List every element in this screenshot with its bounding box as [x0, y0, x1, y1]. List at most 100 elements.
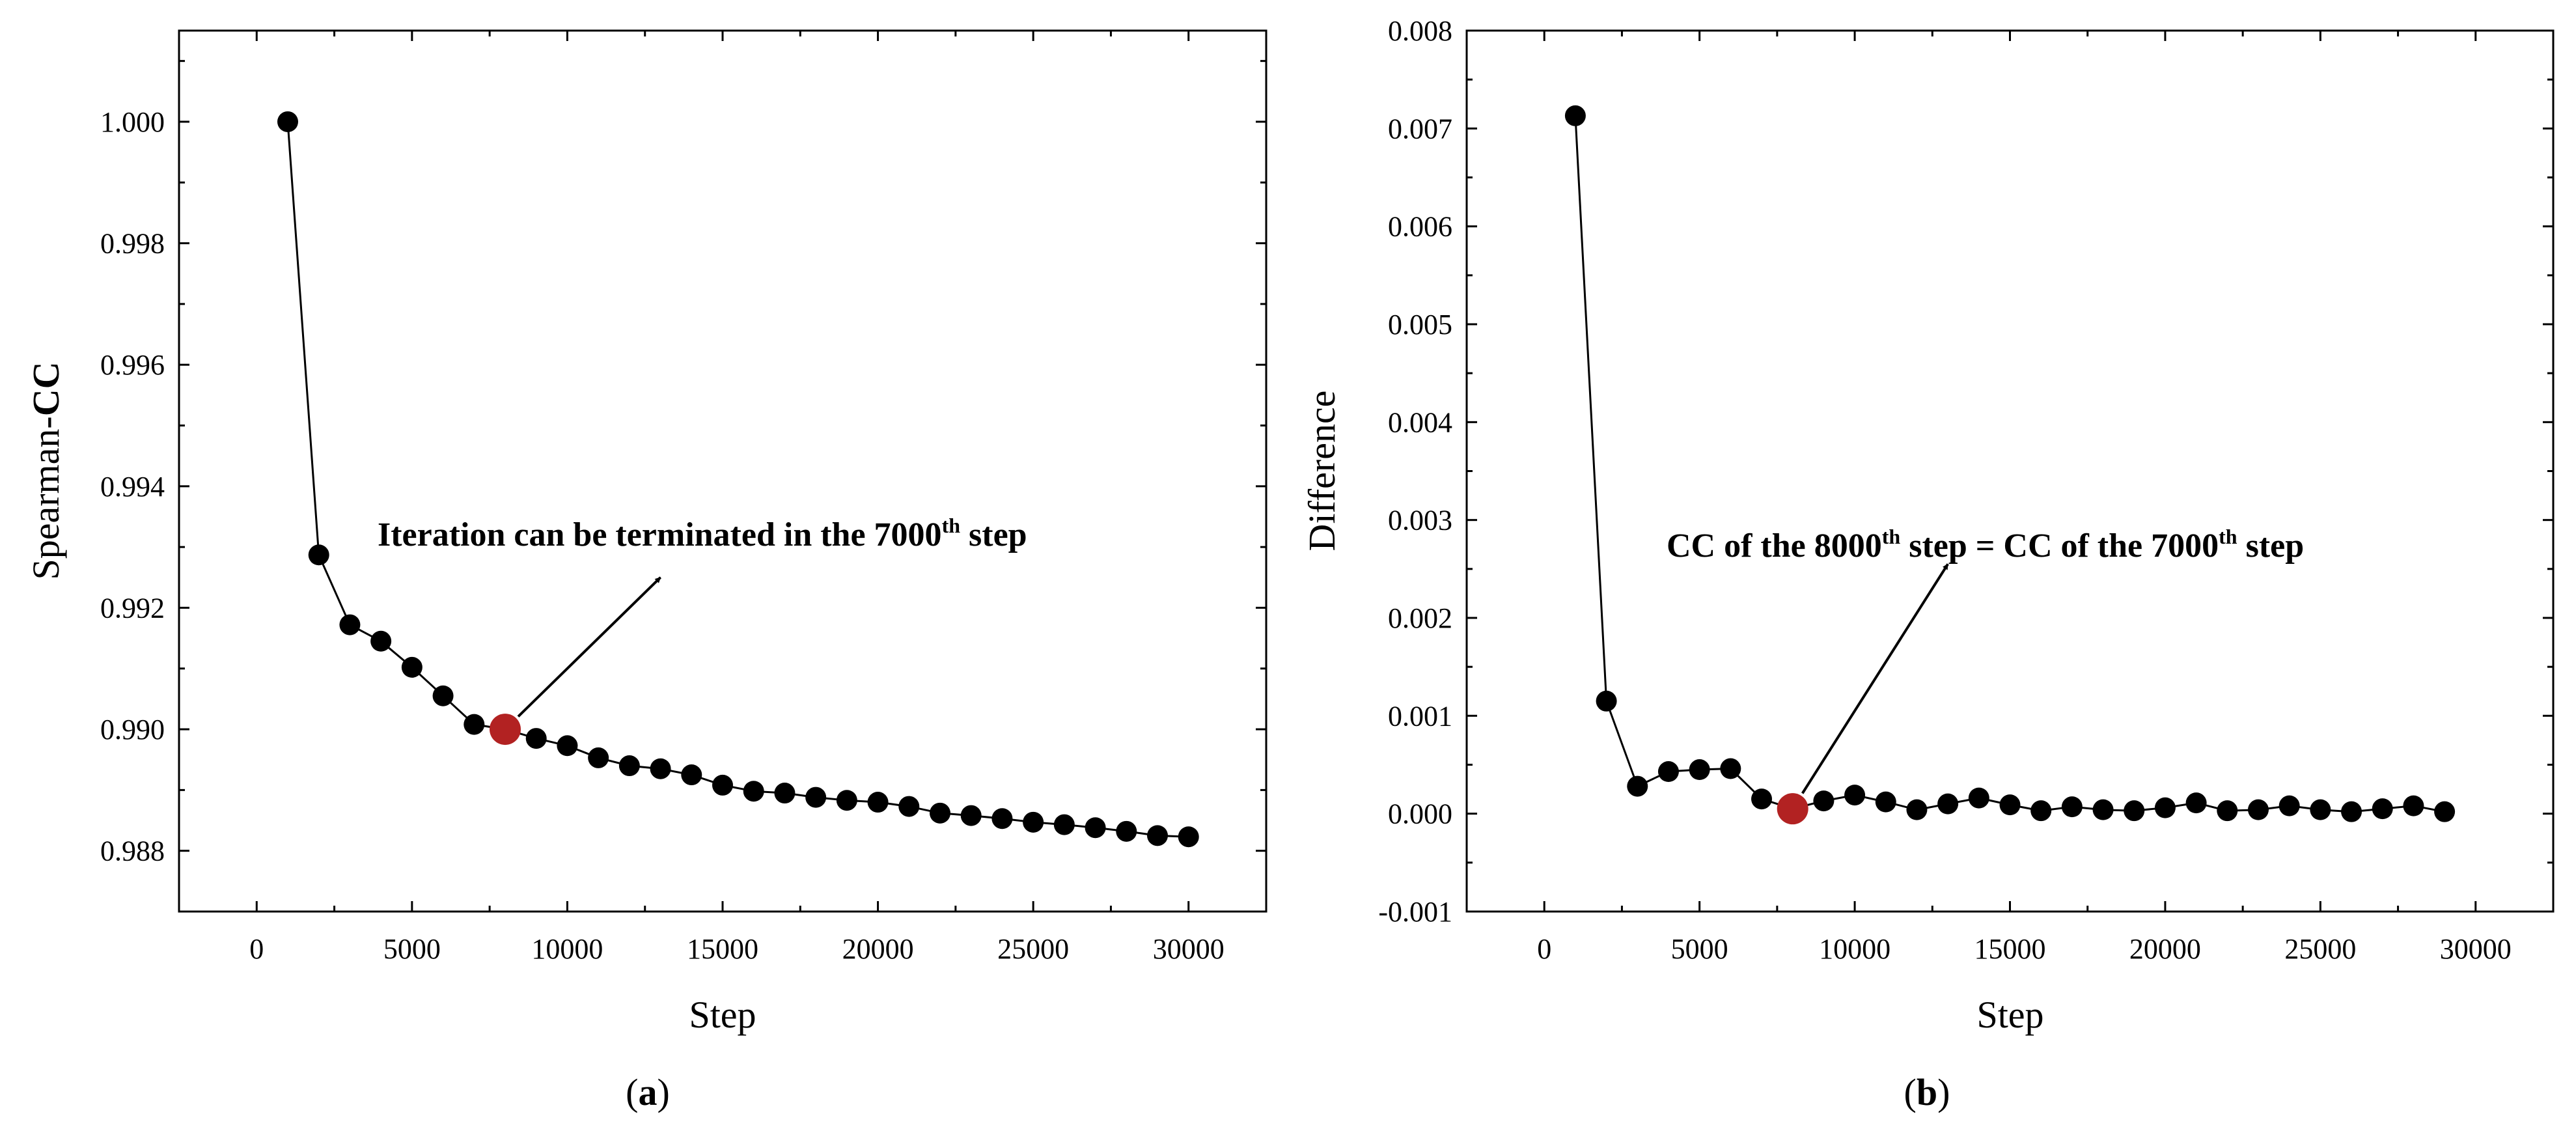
data-point	[370, 630, 392, 652]
data-point	[1751, 788, 1773, 810]
x-tick-label: 0	[249, 933, 264, 965]
x-tick-label: 5000	[1671, 933, 1728, 965]
y-axis-title-a: Spearman-CC	[25, 361, 67, 579]
y-tick-label: 0.988	[100, 835, 165, 867]
x-axis-title-b: Step	[1976, 994, 2043, 1036]
data-point	[2185, 792, 2207, 814]
data-point	[1596, 690, 1617, 712]
annotation-arrow-b	[1801, 563, 1949, 794]
chart-panel-b: 0 5000 10000 15000 20000 25000 30000 -0.001 0.0…	[1301, 15, 2555, 1113]
panel-caption-b: (b)	[1904, 1071, 1950, 1113]
data-point	[432, 685, 454, 706]
data-point	[650, 758, 671, 779]
y-tick-label: 0.001	[1388, 700, 1452, 732]
data-point	[1657, 761, 1679, 783]
highlighted-data-point	[1777, 793, 1808, 825]
data-point	[1999, 794, 2021, 816]
y-tick-label: 0.004	[1388, 406, 1452, 438]
data-point	[991, 808, 1013, 829]
x-tick-label: 30000	[1153, 933, 1225, 965]
data-point	[1844, 785, 1866, 806]
data-point	[960, 805, 982, 826]
y-tick-label: 0.008	[1388, 15, 1452, 47]
data-point	[2310, 799, 2331, 820]
x-tick-labels-a: 0 5000 10000 15000 20000 25000 30000	[249, 933, 1224, 965]
x-tick-label: 10000	[531, 933, 603, 965]
data-point	[2247, 799, 2269, 820]
data-point	[712, 774, 733, 796]
data-point	[1875, 791, 1896, 813]
data-point	[2341, 801, 2362, 822]
x-tick-label: 30000	[2440, 933, 2512, 965]
highlighted-data-point	[490, 714, 521, 746]
data-point	[339, 614, 361, 635]
series-line	[1574, 115, 2445, 813]
data-point	[1689, 759, 1710, 781]
data-point	[805, 787, 827, 808]
y-tick-label: 0.994	[100, 471, 165, 503]
y-tick-label: 0.998	[100, 228, 165, 260]
data-point	[618, 755, 640, 777]
data-point	[308, 544, 329, 566]
data-point	[401, 656, 422, 678]
series-line-b	[1574, 115, 2445, 813]
data-point	[774, 783, 796, 804]
data-points-b	[1564, 105, 2456, 825]
y-tick-label: 1.000	[100, 106, 165, 138]
tick-marks-b	[1465, 29, 2555, 913]
y-tick-label: 0.007	[1388, 113, 1452, 145]
y-tick-label: 0.000	[1388, 798, 1452, 830]
x-tick-label: 20000	[2129, 933, 2201, 965]
x-tick-label: 20000	[842, 933, 914, 965]
y-tick-labels-a: 0.988 0.990 0.992 0.994 0.996 0.998 1.000	[100, 106, 165, 867]
data-point	[2372, 798, 2393, 820]
data-point	[2403, 795, 2424, 816]
data-point	[2030, 800, 2052, 822]
data-point	[1023, 811, 1044, 833]
data-point	[1627, 775, 1648, 797]
y-tick-label: 0.002	[1388, 602, 1452, 634]
annotation-text-a: Iteration can be terminated in the 7000t…	[378, 514, 1027, 553]
data-point	[1720, 758, 1741, 779]
data-point	[557, 735, 578, 757]
data-point	[2092, 799, 2114, 820]
data-point	[525, 728, 547, 749]
data-point	[930, 802, 950, 824]
data-point	[277, 111, 298, 132]
data-point	[1968, 787, 1989, 809]
data-point	[2278, 795, 2300, 816]
y-tick-label: 0.003	[1388, 505, 1452, 537]
data-point	[2434, 801, 2456, 822]
x-tick-label: 15000	[687, 933, 758, 965]
y-tick-label: 0.996	[100, 349, 165, 381]
x-axis-title-a: Step	[689, 994, 756, 1036]
data-point	[867, 792, 889, 813]
y-tick-labels-b: -0.001 0.000 0.001 0.002 0.003 0.004 0.005 0.00…	[1378, 15, 1452, 928]
chart-panel-a: 0 5000 10000 15000 20000 25000 30000 0.988 0.99…	[25, 29, 1267, 1113]
data-point	[2217, 800, 2238, 822]
annotation-text-b: CC of the 8000th step = CC of the 7000th…	[1667, 525, 2304, 564]
data-point	[2061, 796, 2083, 818]
data-point	[1053, 814, 1075, 835]
data-point	[2154, 797, 2176, 818]
x-tick-label: 5000	[383, 933, 441, 965]
data-point	[1116, 820, 1137, 842]
series-line-a	[286, 121, 1189, 838]
data-point	[2124, 800, 2145, 822]
data-point	[588, 747, 609, 768]
y-tick-label: 0.992	[100, 592, 165, 624]
data-points-a	[277, 111, 1199, 848]
data-point	[681, 764, 702, 786]
series-line	[286, 121, 1189, 838]
y-tick-label: -0.001	[1378, 896, 1452, 928]
annotation-arrow-a	[517, 576, 661, 718]
y-tick-label: 0.006	[1388, 211, 1452, 243]
y-tick-label: 0.005	[1388, 309, 1452, 341]
data-point	[898, 796, 920, 817]
data-point	[464, 714, 485, 735]
y-axis-title-b: Difference	[1301, 391, 1343, 551]
data-point	[1813, 790, 1835, 812]
data-point	[1085, 817, 1106, 839]
y-tick-label: 0.990	[100, 714, 165, 746]
